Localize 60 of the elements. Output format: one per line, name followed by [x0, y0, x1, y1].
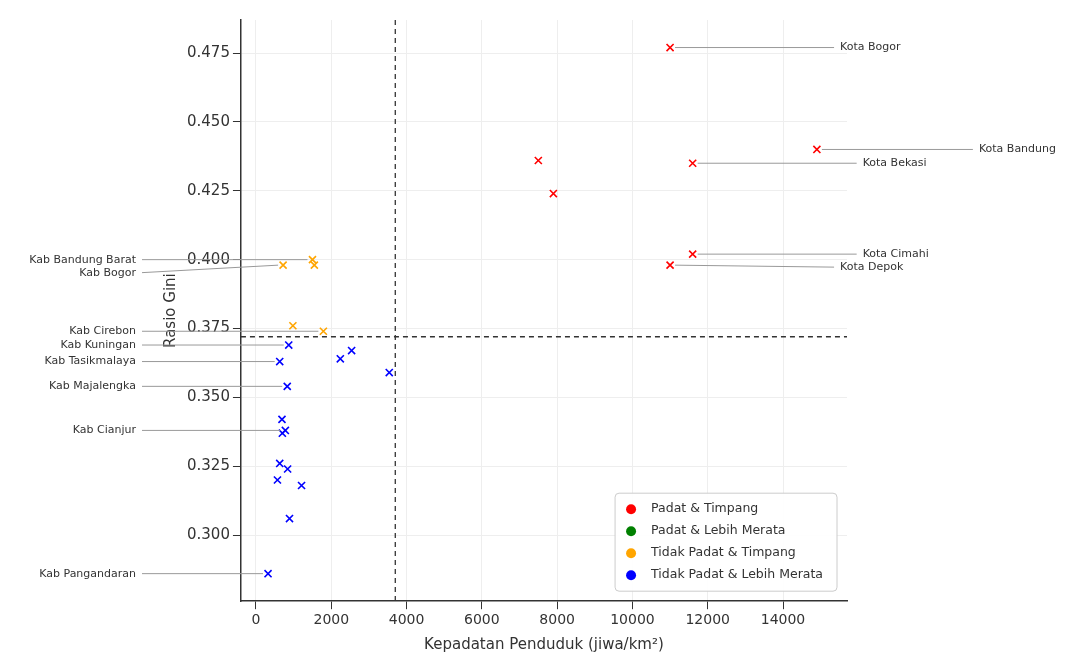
point [297, 481, 306, 490]
point [533, 156, 543, 165]
point [275, 459, 285, 468]
point [263, 569, 273, 578]
point [812, 145, 822, 154]
point [288, 321, 298, 331]
point [273, 475, 282, 485]
annotation: Kota Depok [840, 259, 904, 273]
point [285, 514, 294, 523]
legend-label: Tidak Padat & Timpang [650, 544, 796, 560]
annotation: Kab Bogor [79, 265, 137, 279]
annotation: Kab Kuningan [60, 337, 137, 351]
y-tick-label: 0.375 [186, 318, 230, 337]
x-tick-label: 4000 [388, 611, 425, 628]
point [277, 415, 287, 424]
point [284, 340, 294, 350]
point [283, 464, 292, 474]
point [665, 260, 675, 270]
annotation: Kab Pangandaran [39, 566, 137, 580]
y-tick-label: 0.400 [186, 249, 230, 268]
point [688, 158, 697, 168]
x-axis-title: Kepadatan Penduduk (jiwa/km²) [424, 634, 664, 653]
x-tick-label: 14000 [760, 611, 806, 628]
annotation: Kota Cimahi [862, 246, 929, 260]
point [275, 357, 285, 366]
y-tick-label: 0.425 [186, 180, 230, 199]
point [278, 260, 288, 270]
point [319, 326, 328, 336]
legend-label: Padat & Lebih Merata [651, 522, 786, 538]
x-tick-label: 10000 [610, 611, 655, 628]
point [347, 346, 356, 355]
y-tick-label: 0.300 [186, 524, 230, 543]
point [688, 249, 697, 259]
annotation: Kota Bogor [840, 40, 902, 54]
x-tick-label: 8000 [539, 611, 575, 628]
x-tick-label: 2000 [313, 611, 350, 628]
y-tick-label: 0.475 [186, 42, 230, 61]
y-tick-label: 0.350 [186, 387, 230, 406]
y-tick-label: 0.325 [186, 456, 230, 475]
x-tick-label: 6000 [464, 611, 500, 628]
annotation: Kab Cirebon [69, 324, 137, 338]
point [335, 354, 345, 364]
legend-label: Tidak Padat & Lebih Merata [650, 566, 824, 582]
annotation: Kab Tasikmalaya [44, 354, 136, 368]
point [549, 189, 558, 198]
annotation: Kota Bekasi [862, 156, 927, 170]
annotation: Kab Majalengka [49, 379, 136, 393]
annotation: Kab Bandung Barat [29, 252, 137, 266]
x-tick-label: 0 [251, 611, 261, 628]
y-axis-title: Rasio Gini [160, 273, 179, 348]
point [278, 428, 287, 438]
annotation: Kab Cianjur [72, 423, 137, 437]
legend-label: Padat & Timpang [651, 500, 759, 516]
point [281, 426, 290, 435]
point [384, 368, 394, 377]
point [282, 382, 292, 391]
point [665, 43, 675, 52]
x-tick-label: 12000 [685, 611, 730, 628]
y-tick-label: 0.450 [186, 111, 230, 130]
annotation: Kota Bandung [978, 142, 1057, 156]
